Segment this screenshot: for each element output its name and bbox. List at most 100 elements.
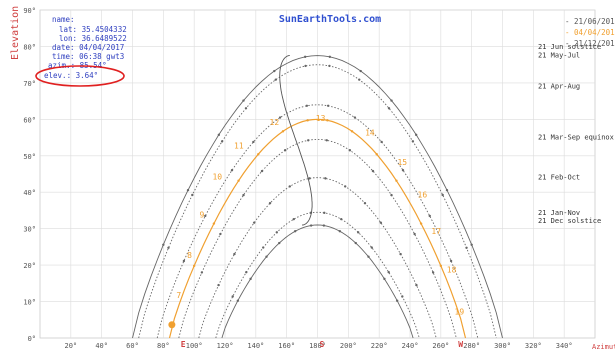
x-tick-label: 320° — [525, 342, 542, 350]
series-line — [198, 177, 437, 339]
series-line — [138, 64, 497, 339]
y-tick-label: 30° — [23, 226, 36, 234]
hour-label: 14 — [365, 129, 375, 138]
series-point — [413, 232, 416, 236]
x-tick-label: 200° — [340, 342, 357, 350]
y-tick-label: 0° — [28, 335, 36, 343]
info-time: time: 06:38 gwt3 — [52, 52, 124, 61]
series-point — [231, 295, 234, 298]
x-tick-label: 340° — [556, 342, 573, 350]
series-point — [414, 133, 418, 137]
series-point — [401, 169, 405, 172]
series-point — [220, 140, 224, 143]
sun-position-marker — [168, 321, 176, 329]
series-point — [348, 149, 352, 152]
x-tick-label: 300° — [494, 342, 511, 350]
y-tick-label: 90° — [23, 7, 36, 15]
series-point — [445, 188, 449, 192]
hour-label: 15 — [397, 158, 407, 167]
x-tick-label: 180° — [309, 342, 326, 350]
series-line — [132, 55, 503, 339]
y-tick-label: 70° — [23, 80, 36, 88]
series-line — [156, 104, 479, 339]
series-point — [363, 202, 367, 205]
series-point — [449, 259, 453, 263]
series-point — [419, 222, 423, 225]
series-point — [309, 224, 313, 227]
series-point — [324, 177, 327, 180]
series-point — [230, 169, 234, 172]
series-point — [262, 246, 265, 249]
series-point — [236, 299, 240, 302]
series-point — [217, 283, 220, 287]
x-tick-label: 40° — [95, 342, 108, 350]
curve-label: 21 Jun solstice — [538, 43, 601, 51]
series-point — [415, 283, 418, 287]
series-point — [182, 259, 186, 263]
series-point — [340, 217, 343, 221]
series-point — [252, 140, 255, 144]
series-point — [439, 264, 443, 268]
hour-label: 8 — [187, 251, 192, 260]
series-point — [428, 214, 431, 218]
series-point — [305, 104, 309, 108]
series-point — [244, 107, 248, 110]
grid — [39, 9, 596, 339]
series-point — [357, 231, 360, 234]
series-point — [237, 179, 240, 182]
series-point — [242, 99, 245, 102]
series-point — [353, 116, 357, 119]
series-point — [401, 295, 404, 298]
curve-label: 21 Mar-Sep equinox — [538, 133, 614, 141]
series-point — [292, 217, 295, 221]
curve-label: 21 Dec solstice — [538, 217, 601, 225]
series-point — [249, 277, 252, 281]
series-point — [191, 193, 194, 197]
analemma — [279, 55, 313, 226]
hour-label: 10 — [212, 172, 222, 181]
series-point — [278, 116, 282, 119]
chart-title: SunEarthTools.com — [279, 14, 381, 25]
x-tick-label: 100° — [186, 342, 203, 350]
curve-label: 21 Jan-Nov — [538, 209, 580, 217]
x-tick-label: 160° — [278, 342, 295, 350]
hour-label: 18 — [447, 265, 457, 274]
series-point — [268, 202, 272, 205]
series-line — [215, 211, 420, 339]
series-point — [370, 246, 373, 249]
x-tick-label: 120° — [217, 342, 234, 350]
legend-item-dec: - 21/12/2017 — [565, 39, 615, 48]
x-tick-label: 260° — [432, 342, 449, 350]
series-point — [326, 119, 329, 122]
curve-label: 21 Feb-Oct — [538, 173, 580, 181]
series-point — [275, 231, 278, 234]
curve-label: 21 May-Jul — [538, 51, 580, 59]
series-point — [326, 104, 330, 108]
series-point — [192, 264, 196, 268]
series-point — [293, 230, 297, 233]
y-axis-label: Elevation — [10, 6, 21, 60]
series-point — [162, 243, 165, 246]
series-point — [219, 232, 222, 236]
series-point — [186, 188, 190, 192]
curve-label: 21 Apr-Aug — [538, 82, 580, 90]
series-point — [411, 140, 415, 143]
cardinal-label: E — [181, 340, 186, 349]
series-point — [303, 55, 307, 59]
series-point — [431, 271, 435, 274]
x-axis-label: Azimuth — [592, 343, 615, 351]
series-point — [367, 255, 370, 258]
x-tick-labels: 20° 40° 60° 80° 100° 120° 140° 160° 180° 200° 220°… — [65, 342, 573, 350]
x-tick-label: 80° — [157, 342, 170, 350]
series-point — [245, 270, 248, 274]
y-tick-labels: 0° 10° 20° 30° 40° 50° 60° 70° 80° 90° — [23, 7, 36, 343]
series-point — [257, 153, 260, 156]
series-point — [322, 224, 326, 227]
series-point — [338, 230, 342, 233]
y-tick-label: 80° — [23, 43, 36, 51]
series-point — [387, 107, 391, 110]
hour-label: 7 — [176, 291, 181, 300]
series-point — [283, 149, 287, 152]
